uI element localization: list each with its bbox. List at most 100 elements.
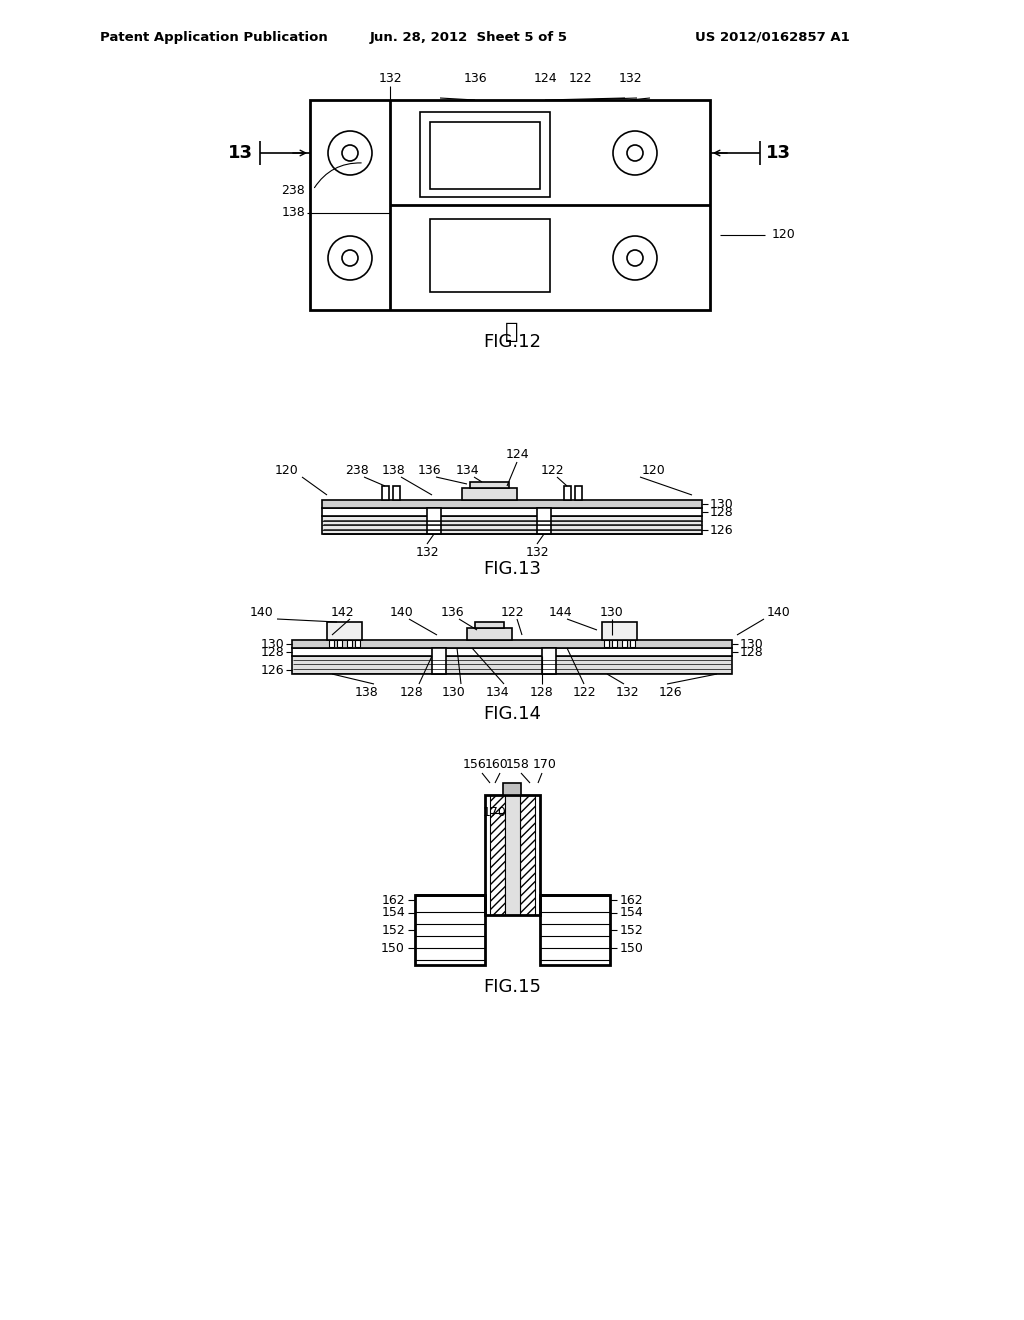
Circle shape: [342, 249, 358, 267]
Bar: [540, 895, 610, 965]
Bar: [322, 516, 702, 535]
Bar: [427, 508, 441, 535]
Text: 162: 162: [620, 894, 644, 907]
Text: 120: 120: [642, 463, 666, 477]
Text: 150: 150: [381, 941, 406, 954]
Bar: [462, 488, 517, 500]
Bar: [602, 622, 637, 640]
Text: 122: 122: [541, 463, 564, 477]
Text: 134: 134: [485, 685, 509, 698]
Text: 126: 126: [260, 664, 284, 676]
Bar: [537, 508, 551, 535]
Bar: [542, 648, 556, 675]
Bar: [630, 640, 635, 647]
Bar: [322, 500, 702, 508]
Bar: [420, 112, 550, 197]
Text: 128: 128: [260, 645, 284, 659]
Text: 136: 136: [417, 463, 440, 477]
Bar: [327, 622, 362, 640]
Text: 124: 124: [534, 71, 557, 84]
Text: ⎘: ⎘: [505, 322, 519, 342]
Bar: [310, 100, 710, 310]
Text: 134: 134: [456, 463, 479, 477]
Bar: [612, 640, 617, 647]
Bar: [355, 640, 360, 647]
Circle shape: [613, 131, 657, 176]
Circle shape: [627, 145, 643, 161]
Text: 138: 138: [282, 206, 305, 219]
Text: 154: 154: [620, 907, 644, 920]
Bar: [604, 640, 609, 647]
Text: 144: 144: [548, 606, 571, 619]
Bar: [347, 640, 352, 647]
Bar: [382, 486, 389, 500]
Bar: [470, 482, 509, 488]
Text: 140: 140: [767, 606, 791, 619]
Text: FIG.14: FIG.14: [483, 705, 541, 723]
Bar: [292, 656, 732, 675]
Text: 142: 142: [330, 606, 354, 619]
Text: 130: 130: [740, 638, 764, 651]
Text: 132: 132: [615, 685, 639, 698]
Text: 150: 150: [620, 941, 644, 954]
Text: 128: 128: [400, 685, 424, 698]
Text: Jun. 28, 2012  Sheet 5 of 5: Jun. 28, 2012 Sheet 5 of 5: [370, 30, 568, 44]
Text: 130: 130: [710, 498, 734, 511]
Bar: [505, 795, 520, 915]
Text: 162: 162: [381, 894, 406, 907]
Text: 156: 156: [463, 759, 486, 771]
Text: 13: 13: [766, 144, 791, 162]
Text: 126: 126: [710, 524, 733, 536]
Text: 130: 130: [600, 606, 624, 619]
Bar: [490, 795, 505, 915]
Bar: [485, 795, 540, 915]
Text: 122: 122: [572, 685, 596, 698]
Text: 140: 140: [250, 606, 273, 619]
Text: 170: 170: [483, 807, 507, 820]
Text: 170: 170: [534, 759, 557, 771]
Bar: [622, 640, 627, 647]
Bar: [322, 508, 702, 516]
Circle shape: [613, 236, 657, 280]
Bar: [329, 640, 334, 647]
Text: FIG.12: FIG.12: [483, 333, 541, 351]
Text: 132: 132: [378, 71, 401, 84]
Bar: [415, 895, 485, 965]
Bar: [432, 648, 446, 675]
Bar: [520, 795, 535, 915]
Bar: [475, 622, 504, 628]
Text: US 2012/0162857 A1: US 2012/0162857 A1: [695, 30, 850, 44]
Text: 128: 128: [740, 645, 764, 659]
Text: 122: 122: [500, 606, 524, 619]
Text: 136: 136: [463, 71, 486, 84]
Text: 122: 122: [568, 71, 592, 84]
Text: 160: 160: [485, 759, 509, 771]
Circle shape: [627, 249, 643, 267]
Text: 124: 124: [505, 449, 528, 462]
Text: 152: 152: [381, 924, 406, 936]
Text: 154: 154: [381, 907, 406, 920]
Bar: [503, 783, 521, 795]
Text: FIG.15: FIG.15: [483, 978, 541, 997]
Bar: [292, 640, 732, 648]
Text: Patent Application Publication: Patent Application Publication: [100, 30, 328, 44]
Text: 238: 238: [282, 183, 305, 197]
Text: 120: 120: [772, 228, 796, 242]
Circle shape: [328, 131, 372, 176]
Text: 130: 130: [260, 638, 284, 651]
Text: 130: 130: [442, 685, 466, 698]
Text: 120: 120: [275, 463, 299, 477]
Bar: [292, 648, 732, 656]
Bar: [337, 640, 342, 647]
Text: 132: 132: [415, 545, 439, 558]
Text: 13: 13: [227, 144, 253, 162]
Circle shape: [328, 236, 372, 280]
Bar: [430, 121, 540, 189]
Text: 128: 128: [530, 685, 554, 698]
Text: 238: 238: [345, 463, 369, 477]
Text: 140: 140: [390, 606, 414, 619]
Bar: [467, 628, 512, 640]
Text: 152: 152: [620, 924, 644, 936]
Text: 132: 132: [525, 545, 549, 558]
Text: 138: 138: [382, 463, 406, 477]
